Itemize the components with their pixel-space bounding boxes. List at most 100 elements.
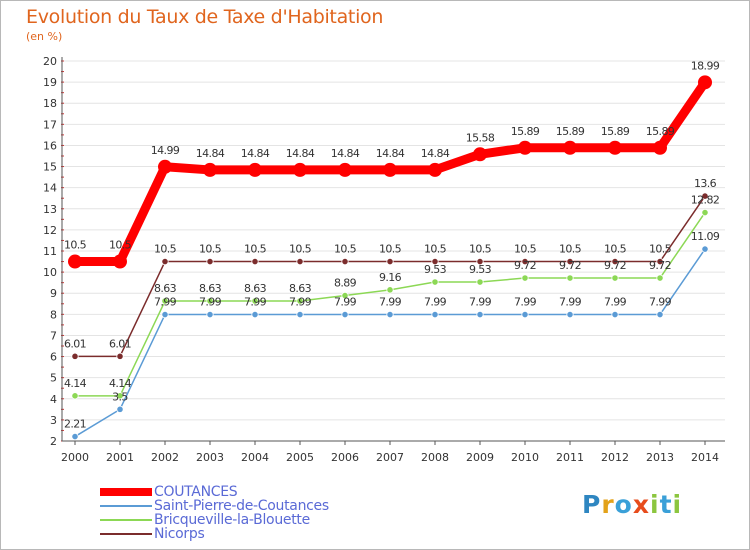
data-label: 10.5 bbox=[514, 243, 537, 256]
data-label: 14.84 bbox=[421, 147, 450, 160]
data-label: 9.16 bbox=[379, 271, 402, 284]
data-label: 7.99 bbox=[469, 296, 492, 309]
data-label: 2.21 bbox=[64, 418, 86, 431]
y-tick-label: 10 bbox=[43, 266, 57, 279]
x-tick-label: 2014 bbox=[691, 451, 719, 464]
data-point bbox=[653, 140, 667, 155]
legend-swatch-bricqueville bbox=[100, 519, 152, 521]
data-label: 8.63 bbox=[244, 282, 267, 295]
data-point bbox=[71, 392, 79, 400]
logo-letter: i bbox=[650, 490, 660, 519]
data-point bbox=[161, 297, 169, 305]
data-point bbox=[698, 75, 712, 90]
y-tick-label: 15 bbox=[43, 161, 57, 174]
data-point bbox=[566, 310, 574, 319]
data-label: 10.5 bbox=[559, 243, 582, 256]
data-label: 10.5 bbox=[604, 243, 627, 256]
data-label: 10.5 bbox=[649, 243, 672, 256]
data-label: 7.99 bbox=[199, 296, 222, 309]
logo-letter: t bbox=[659, 490, 673, 519]
data-label: 13.6 bbox=[694, 177, 717, 190]
data-label: 14.84 bbox=[331, 147, 360, 160]
data-point bbox=[341, 291, 349, 300]
data-point bbox=[203, 162, 217, 177]
data-label: 12.82 bbox=[691, 194, 720, 207]
data-point bbox=[521, 310, 529, 319]
data-point bbox=[563, 140, 577, 155]
data-point bbox=[116, 405, 124, 413]
y-tick-label: 8 bbox=[50, 308, 57, 321]
data-label: 7.99 bbox=[379, 296, 402, 309]
data-label: 7.99 bbox=[334, 296, 357, 309]
data-label: 10.5 bbox=[379, 243, 402, 256]
data-point bbox=[611, 274, 619, 282]
data-point bbox=[383, 162, 397, 177]
x-tick-label: 2002 bbox=[151, 451, 179, 464]
data-point bbox=[161, 310, 169, 319]
data-point bbox=[518, 140, 532, 155]
data-point bbox=[656, 310, 664, 319]
data-point bbox=[386, 286, 394, 294]
data-label: 8.63 bbox=[199, 282, 222, 295]
data-point bbox=[566, 257, 574, 266]
data-point bbox=[158, 159, 172, 174]
data-point bbox=[248, 162, 262, 177]
data-label: 15.89 bbox=[601, 125, 630, 138]
data-label: 7.99 bbox=[559, 296, 582, 309]
data-point bbox=[161, 257, 169, 266]
data-label: 3.5 bbox=[112, 390, 128, 403]
data-label: 14.99 bbox=[151, 144, 180, 157]
y-tick-label: 9 bbox=[50, 287, 57, 300]
data-label: 6.01 bbox=[64, 337, 86, 350]
data-label: 4.14 bbox=[109, 377, 132, 390]
legend-item-nicorps: Nicorps bbox=[100, 526, 329, 542]
data-point bbox=[701, 192, 709, 200]
y-tick-label: 13 bbox=[43, 203, 57, 216]
data-label: 8.63 bbox=[289, 282, 312, 295]
data-point bbox=[341, 310, 349, 319]
data-point bbox=[701, 245, 709, 253]
legend-label-bricqueville: Bricqueville-la-Blouette bbox=[154, 512, 310, 528]
data-point bbox=[71, 432, 79, 441]
data-point bbox=[251, 257, 259, 266]
data-point bbox=[656, 274, 664, 282]
data-point bbox=[116, 392, 124, 400]
data-label: 9.72 bbox=[604, 259, 626, 272]
legend-swatch-saint-pierre bbox=[100, 505, 152, 507]
data-point bbox=[341, 257, 349, 266]
y-tick-label: 14 bbox=[43, 182, 57, 195]
x-tick-label: 2005 bbox=[286, 451, 314, 464]
data-label: 14.84 bbox=[196, 147, 225, 160]
data-point bbox=[206, 310, 214, 319]
legend-swatch-nicorps bbox=[100, 533, 152, 535]
data-label: 10.5 bbox=[469, 243, 492, 256]
data-point bbox=[521, 257, 529, 266]
data-label: 10.5 bbox=[334, 243, 357, 256]
y-tick-label: 20 bbox=[43, 55, 57, 68]
data-point bbox=[338, 162, 352, 177]
data-point bbox=[656, 257, 664, 266]
x-tick-label: 2007 bbox=[376, 451, 404, 464]
data-label: 9.53 bbox=[424, 263, 447, 276]
data-label: 11.09 bbox=[691, 230, 720, 243]
data-label: 7.99 bbox=[604, 296, 627, 309]
data-label: 7.99 bbox=[514, 296, 537, 309]
logo-letter: r bbox=[601, 490, 615, 519]
data-label: 15.58 bbox=[466, 131, 495, 144]
x-tick-label: 2009 bbox=[466, 451, 494, 464]
data-label: 7.99 bbox=[154, 296, 177, 309]
y-tick-label: 5 bbox=[50, 372, 57, 385]
x-tick-label: 2004 bbox=[241, 451, 269, 464]
y-tick-label: 17 bbox=[43, 118, 57, 131]
data-point bbox=[206, 257, 214, 266]
data-label: 9.53 bbox=[469, 263, 492, 276]
data-point bbox=[71, 352, 79, 360]
data-point bbox=[611, 310, 619, 319]
data-point bbox=[431, 310, 439, 319]
data-point bbox=[386, 257, 394, 266]
data-point bbox=[476, 257, 484, 266]
x-tick-label: 2010 bbox=[511, 451, 539, 464]
x-tick-label: 2003 bbox=[196, 451, 224, 464]
data-point bbox=[386, 310, 394, 319]
